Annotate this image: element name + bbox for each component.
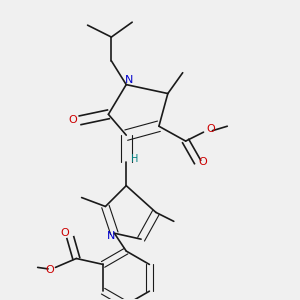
Text: N: N: [125, 75, 134, 85]
Text: H: H: [131, 154, 139, 164]
Text: O: O: [60, 228, 69, 238]
Text: O: O: [199, 157, 207, 167]
Text: N: N: [107, 231, 116, 241]
Text: O: O: [207, 124, 215, 134]
Text: O: O: [45, 266, 54, 275]
Text: O: O: [68, 115, 77, 125]
